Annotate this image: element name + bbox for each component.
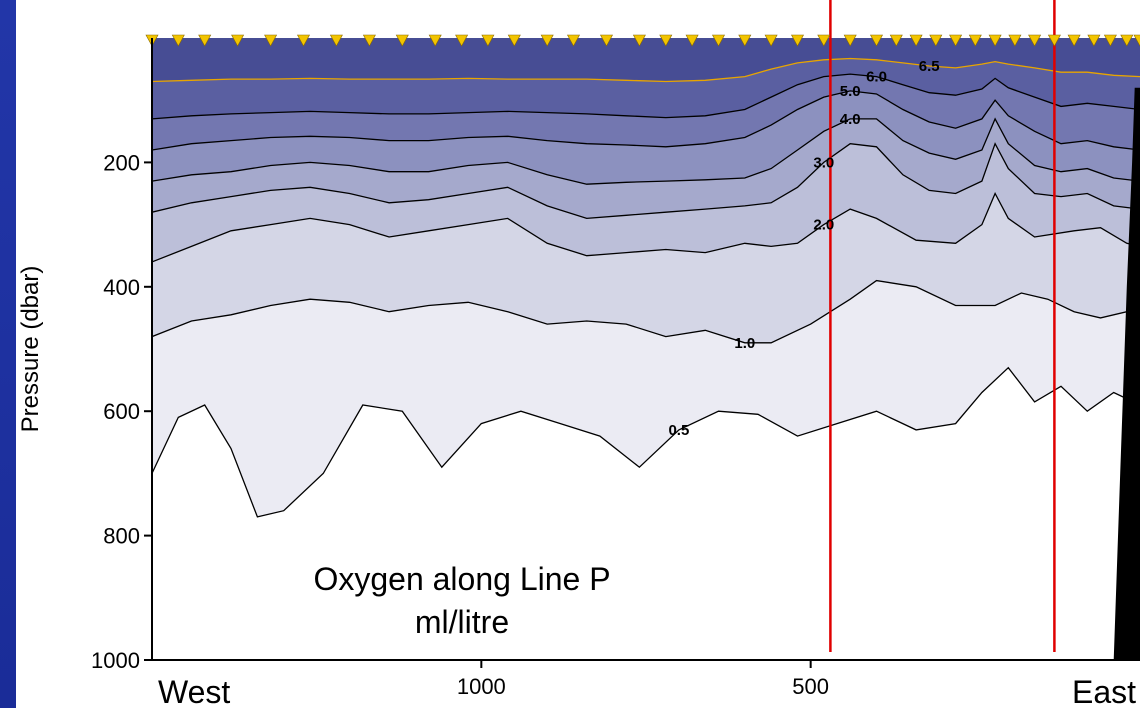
station-marker bbox=[949, 34, 963, 47]
station-marker bbox=[711, 34, 726, 47]
station-marker bbox=[988, 34, 1002, 47]
contour-fill-layer bbox=[152, 38, 1140, 660]
station-marker bbox=[738, 34, 752, 47]
x-tick-layer: 1000 500 bbox=[457, 660, 829, 699]
station-marker bbox=[1047, 34, 1061, 47]
contour-line-1 bbox=[152, 279, 1140, 344]
contour-label-6: 6.0 bbox=[866, 69, 887, 86]
contour-label-0.5: 0.5 bbox=[668, 422, 689, 439]
station-marker-layer bbox=[145, 34, 1140, 47]
station-marker bbox=[507, 34, 521, 47]
station-marker bbox=[764, 34, 778, 47]
axes-layer bbox=[151, 38, 1140, 661]
y-tick-label: 200 bbox=[103, 150, 140, 175]
station-marker bbox=[909, 34, 923, 47]
station-marker bbox=[889, 34, 903, 47]
y-tick-label: 400 bbox=[103, 275, 140, 300]
station-marker bbox=[790, 34, 805, 47]
station-marker bbox=[296, 34, 311, 47]
section-line-layer bbox=[829, 0, 1056, 652]
contour-line-5 bbox=[152, 90, 1140, 151]
west-label: West bbox=[158, 674, 230, 708]
station-marker bbox=[481, 34, 495, 47]
annotation-units: ml/litre bbox=[415, 604, 509, 640]
contour-label-1: 1.0 bbox=[734, 335, 755, 352]
fill-above-6.5 bbox=[152, 38, 1140, 82]
bathymetry-shape bbox=[1113, 87, 1140, 660]
station-marker bbox=[264, 34, 278, 47]
contour-line-6.5 bbox=[152, 57, 1140, 83]
contour-line-2 bbox=[152, 191, 1140, 263]
station-marker bbox=[540, 34, 554, 47]
station-marker bbox=[685, 34, 699, 47]
x-tick-label: 500 bbox=[792, 674, 829, 699]
station-marker bbox=[329, 34, 343, 47]
contour-label-2: 2.0 bbox=[813, 217, 834, 234]
contour-line-layer bbox=[152, 57, 1140, 518]
station-marker bbox=[929, 34, 943, 47]
contour-line-0.5 bbox=[152, 366, 1140, 518]
station-marker bbox=[395, 34, 409, 47]
station-marker bbox=[599, 34, 614, 47]
contour-label-3: 3.0 bbox=[813, 154, 834, 171]
station-marker bbox=[1133, 34, 1140, 47]
station-marker bbox=[1067, 34, 1081, 47]
station-marker bbox=[1008, 34, 1022, 47]
contour-label-4: 4.0 bbox=[840, 111, 861, 128]
station-marker bbox=[171, 34, 185, 47]
y-axis-label: Pressure (dbar) bbox=[17, 266, 44, 433]
station-marker bbox=[1120, 34, 1134, 47]
station-marker bbox=[817, 34, 831, 47]
x-tick-label: 1000 bbox=[457, 674, 506, 699]
contour-line-3 bbox=[152, 142, 1140, 220]
station-marker bbox=[428, 34, 442, 47]
station-marker bbox=[231, 34, 245, 47]
station-marker bbox=[1087, 34, 1101, 47]
contour-line-4 bbox=[152, 117, 1140, 185]
annotation-title: Oxygen along Line P bbox=[313, 561, 610, 597]
contour-label-6.5: 6.5 bbox=[919, 58, 940, 75]
station-marker bbox=[198, 34, 212, 47]
station-marker bbox=[659, 34, 673, 47]
east-label: East bbox=[1072, 674, 1136, 708]
y-tick-label: 600 bbox=[103, 399, 140, 424]
station-marker bbox=[843, 34, 857, 47]
station-marker bbox=[869, 34, 884, 47]
y-tick-label: 800 bbox=[103, 524, 140, 549]
station-marker bbox=[455, 34, 469, 47]
bathymetry-layer bbox=[1113, 87, 1140, 660]
contour-line-6 bbox=[152, 73, 1140, 120]
station-marker bbox=[1103, 34, 1117, 47]
station-marker bbox=[362, 34, 376, 47]
station-marker bbox=[632, 34, 646, 47]
station-marker bbox=[968, 34, 982, 47]
contour-label-5: 5.0 bbox=[840, 83, 861, 100]
station-marker bbox=[566, 34, 581, 47]
y-tick-label: 1000 bbox=[91, 648, 140, 673]
y-tick-layer: 200 400 600 800 1000 bbox=[91, 150, 152, 673]
contour-label-layer: 0.5 1.0 2.0 3.0 4.0 5.0 6.0 6.5 bbox=[668, 58, 939, 439]
station-marker bbox=[1028, 34, 1042, 47]
